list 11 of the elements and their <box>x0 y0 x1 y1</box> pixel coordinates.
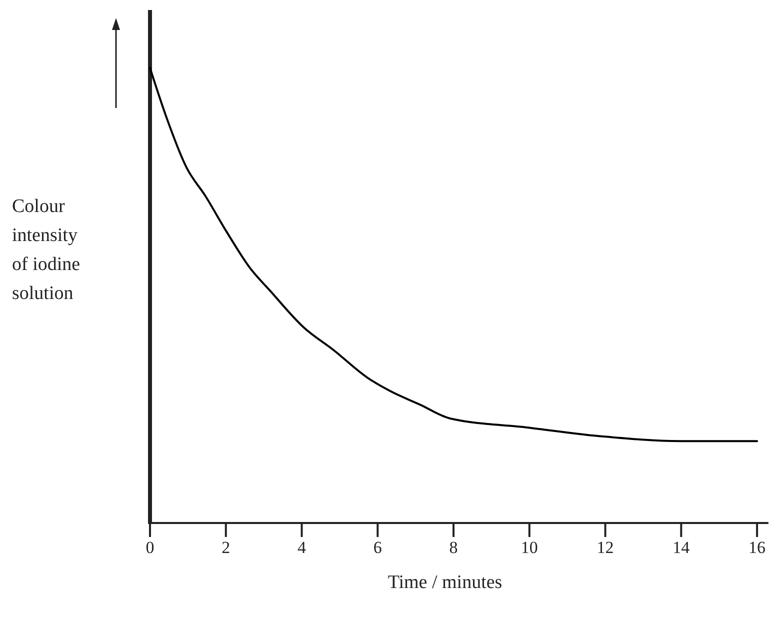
x-tick-label: 4 <box>298 538 307 558</box>
x-tick-label: 6 <box>373 538 382 558</box>
x-tick-label: 16 <box>748 538 766 558</box>
x-tick-label: 8 <box>449 538 458 558</box>
x-tick-label: 2 <box>222 538 230 558</box>
y-axis-title: Colour intensity of iodine solution <box>12 196 80 304</box>
x-tick-label: 12 <box>596 538 614 558</box>
x-tick-label: 10 <box>520 538 538 558</box>
x-tick-label: 0 <box>146 538 154 558</box>
x-tick-label: 14 <box>672 538 690 558</box>
x-axis-title: Time / minutes <box>388 572 502 593</box>
